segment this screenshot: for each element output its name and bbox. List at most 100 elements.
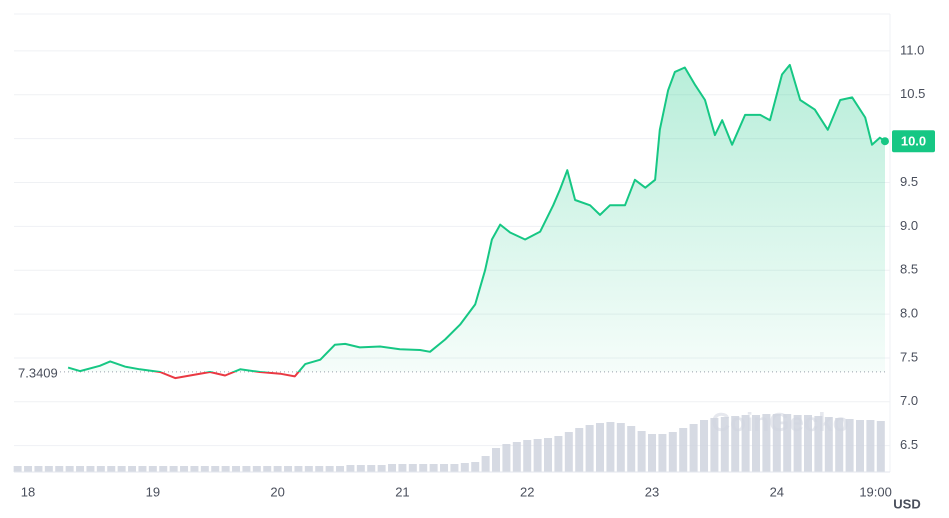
volume-bar [512, 442, 521, 472]
y-tick-label: 6.5 [900, 437, 918, 452]
y-tick-label: 7.0 [900, 393, 918, 408]
volume-bar [76, 466, 85, 472]
volume-bar [804, 415, 813, 472]
volume-bar [710, 418, 719, 472]
volume-bar [273, 466, 282, 472]
volume-bar [824, 417, 833, 472]
x-tick-label: 21 [395, 484, 409, 499]
y-tick-label: 7.5 [900, 349, 918, 364]
y-tick-label: 9.0 [900, 218, 918, 233]
volume-bar [689, 424, 698, 472]
x-tick-label: 24 [770, 484, 784, 499]
volume-bar [772, 414, 781, 472]
volume-bar [596, 423, 605, 472]
volume-bar [408, 464, 417, 472]
volume-bar [835, 418, 844, 472]
volume-bar [294, 466, 303, 472]
volume-bar [741, 415, 750, 472]
current-price-box [892, 130, 935, 153]
volume-bar [731, 416, 740, 472]
volume-bar [616, 423, 625, 472]
volume-bars [13, 414, 885, 472]
x-tick-label: 23 [645, 484, 659, 499]
last-point [880, 137, 889, 146]
y-tick-label: 9.5 [900, 174, 918, 189]
volume-bar [658, 434, 667, 472]
volume-bar [668, 432, 677, 472]
volume-bar [554, 436, 563, 472]
volume-bar [55, 466, 64, 472]
volume-bar [65, 466, 74, 472]
volume-bar [793, 415, 802, 472]
volume-bar [24, 466, 33, 472]
price [60, 63, 889, 380]
volume-bar [356, 465, 365, 472]
x-tick-label: 22 [520, 484, 534, 499]
volume-bar [762, 414, 771, 472]
volume-bar [856, 420, 865, 472]
volume-bar [533, 439, 542, 472]
volume-bar [346, 465, 355, 472]
volume-bar [284, 466, 293, 472]
volume-bar [585, 425, 594, 472]
volume-bar [450, 464, 459, 472]
volume-bar [471, 462, 480, 472]
volume-bar [200, 466, 209, 472]
baseline-label: 7.3409 [18, 365, 58, 380]
volume-bar [492, 448, 501, 472]
unit-label: USD [893, 496, 920, 511]
volume-bar [783, 414, 792, 472]
volume-bar [637, 431, 646, 472]
volume-bar [211, 466, 220, 472]
volume-bar [523, 440, 532, 472]
x-tick-label: 18 [21, 484, 35, 499]
volume-bar [263, 466, 272, 472]
volume-bar [169, 466, 178, 472]
volume-bar [720, 417, 729, 472]
volume-bar [138, 466, 147, 472]
volume-bar [429, 464, 438, 472]
volume-bar [232, 466, 241, 472]
volume-bar [648, 434, 657, 472]
volume-bar [564, 432, 573, 472]
volume-bar [44, 466, 53, 472]
volume-bar [190, 466, 199, 472]
volume-bar [325, 466, 334, 472]
area-fill [68, 64, 885, 372]
volume-bar [419, 464, 428, 472]
volume-bar [481, 456, 490, 472]
volume-bar [460, 463, 469, 472]
volume-bar [845, 419, 854, 472]
volume-bar [242, 466, 251, 472]
price-line [67, 63, 886, 380]
volume-bar [86, 466, 95, 472]
volume-bar [148, 466, 157, 472]
volume-bar [700, 420, 709, 472]
volume-bar [679, 428, 688, 472]
x-tick-label: 20 [270, 484, 284, 499]
y-tick-label: 10.5 [900, 86, 925, 101]
y-tick-label: 8.0 [900, 306, 918, 321]
volume-bar [252, 466, 261, 472]
volume-bar [128, 466, 137, 472]
volume-bar [180, 466, 189, 472]
y-tick-label: 8.5 [900, 262, 918, 277]
volume-bar [34, 466, 43, 472]
volume-bar [752, 415, 761, 472]
volume-bar [388, 464, 397, 472]
volume-bar [377, 465, 386, 472]
volume-bar [502, 444, 511, 472]
volume-bar [814, 416, 823, 472]
volume-bar [606, 422, 615, 472]
volume-bar [159, 466, 168, 472]
volume-bar [304, 466, 313, 472]
volume-bar [627, 426, 636, 472]
volume-bar [336, 466, 345, 472]
volume-bar [96, 466, 105, 472]
y-tick-label: 11.0 [900, 42, 924, 57]
x-tick-label: 19 [146, 484, 160, 499]
volume-bar [575, 428, 584, 472]
volume-bar [315, 466, 324, 472]
x-tick-label: 19:00 [859, 484, 892, 499]
